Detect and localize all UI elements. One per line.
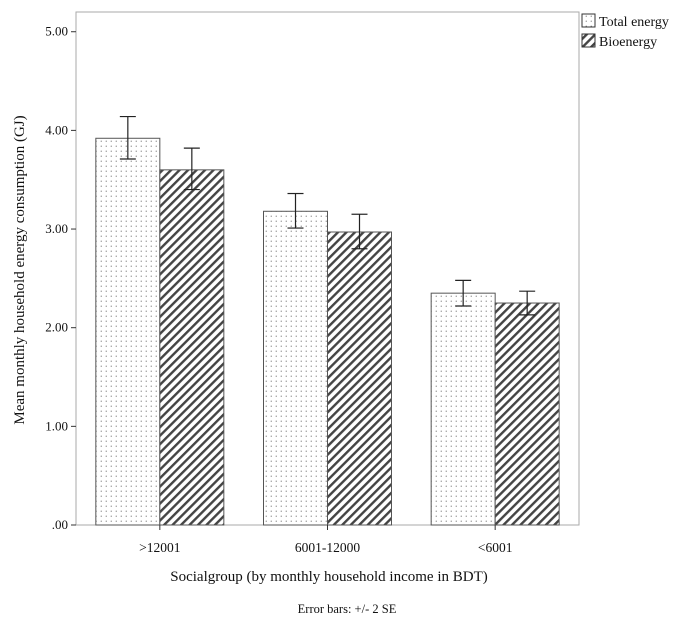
legend-swatch-bioenergy bbox=[581, 33, 596, 48]
x-axis: >12001 6001-12000 <6001 bbox=[139, 525, 512, 555]
y-axis-title: Mean monthly household energy consumptio… bbox=[12, 115, 28, 424]
error-bars bbox=[119, 115, 536, 316]
x-tick-label: 6001-12000 bbox=[295, 540, 360, 555]
bar-bioenergy bbox=[159, 169, 225, 526]
legend-item-bioenergy: Bioenergy bbox=[581, 33, 657, 50]
bars bbox=[95, 137, 560, 526]
y-tick-label: .00 bbox=[52, 517, 68, 532]
bar-total-energy bbox=[95, 137, 161, 526]
y-axis: .00 1.00 2.00 3.00 4.00 5.00 bbox=[45, 24, 76, 532]
legend-swatch-total-energy bbox=[581, 13, 596, 28]
y-tick-label: 3.00 bbox=[45, 221, 68, 236]
bar-total-energy bbox=[430, 292, 496, 526]
legend-item-total-energy: Total energy bbox=[581, 13, 669, 30]
bar-bioenergy bbox=[494, 302, 560, 526]
legend-label-bioenergy: Bioenergy bbox=[599, 35, 657, 50]
bar-bioenergy bbox=[327, 231, 392, 526]
y-tick-label: 2.00 bbox=[45, 320, 68, 335]
y-tick-label: 5.00 bbox=[45, 24, 68, 39]
bar-total-energy bbox=[263, 210, 328, 526]
legend-label-total-energy: Total energy bbox=[599, 15, 669, 30]
x-axis-title: Socialgroup (by monthly household income… bbox=[170, 569, 487, 585]
legend: Total energy Bioenergy bbox=[581, 13, 669, 50]
x-tick-label: >12001 bbox=[139, 540, 180, 555]
y-tick-label: 4.00 bbox=[45, 122, 68, 137]
x-tick-label: <6001 bbox=[478, 540, 513, 555]
error-bar-note: Error bars: +/- 2 SE bbox=[298, 602, 397, 616]
y-tick-label: 1.00 bbox=[45, 418, 68, 433]
